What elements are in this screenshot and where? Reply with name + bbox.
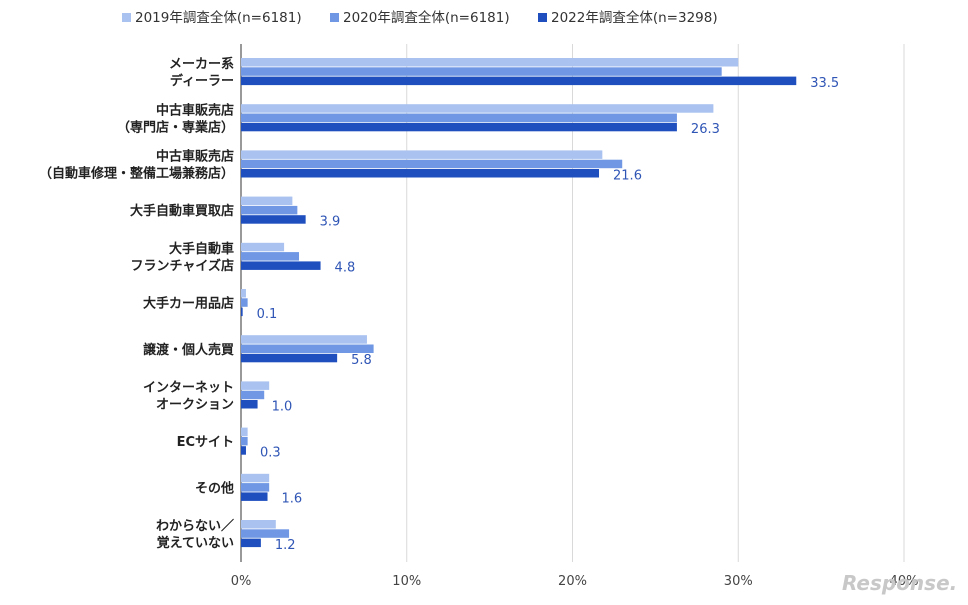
bar-2 xyxy=(241,205,298,215)
category-label: 中古車販売店 xyxy=(156,102,234,118)
bar-1 xyxy=(241,104,714,113)
category-label: フランチャイズ店 xyxy=(131,258,234,274)
legend: 2019年調査全体(n=6181) 2020年調査全体(n=6181) 2022年調… xyxy=(122,9,718,26)
bar-1 xyxy=(241,473,270,483)
legend-label-3: 2022年調査全体(n=3298) xyxy=(551,9,718,26)
bar-3 xyxy=(241,353,338,363)
bar-2 xyxy=(241,252,300,261)
watermark-logo: Response. xyxy=(842,571,957,595)
bar-2 xyxy=(241,390,265,400)
bar-1 xyxy=(241,381,270,390)
category-label: ディーラー xyxy=(170,73,234,89)
data-label: 0.3 xyxy=(260,445,281,460)
bar-2 xyxy=(241,67,722,76)
bar-1 xyxy=(241,150,603,159)
category-label: オークション xyxy=(156,397,234,412)
bar-3 xyxy=(241,307,243,317)
bar-3 xyxy=(241,76,797,86)
data-label: 1.6 xyxy=(282,492,303,507)
category-label: 大手カー用品店 xyxy=(143,296,234,312)
bars: 33.5 26.3 21.6 3.9 4.8 0.1 5.8 1.0 0.3 1.6 1.2 xyxy=(241,58,839,553)
bar-1 xyxy=(241,335,367,344)
data-label: 21.6 xyxy=(613,168,642,183)
bar-2 xyxy=(241,298,248,307)
bar-3 xyxy=(241,538,261,548)
data-label: 26.3 xyxy=(691,122,720,137)
x-tick-label: 40% xyxy=(890,574,919,589)
category-label: 大手自動車 xyxy=(169,241,234,257)
bar-3 xyxy=(241,446,246,455)
legend-swatch-1 xyxy=(122,13,131,22)
bar-3 xyxy=(241,215,306,224)
bar-3 xyxy=(241,169,600,178)
bar-1 xyxy=(241,427,248,437)
category-label: インターネット xyxy=(143,380,234,395)
data-label: 1.2 xyxy=(275,538,296,553)
category-label: その他 xyxy=(195,480,234,496)
x-tick-label: 10% xyxy=(392,574,421,589)
bar-3 xyxy=(241,400,258,409)
data-label: 0.1 xyxy=(257,307,278,322)
category-label: 譲渡・個人売買 xyxy=(143,342,234,358)
category-label: （専門店・専業店） xyxy=(117,119,234,135)
category-label: 大手自動車買取店 xyxy=(130,203,234,219)
data-label: 1.0 xyxy=(272,399,293,414)
bar-2 xyxy=(241,529,290,538)
legend-label-2: 2020年調査全体(n=6181) xyxy=(343,9,510,26)
category-label: ECサイト xyxy=(177,435,234,450)
category-label: メーカー系 xyxy=(169,56,234,72)
legend-label-1: 2019年調査全体(n=6181) xyxy=(135,9,302,26)
bar-2 xyxy=(241,436,248,446)
legend-swatch-2 xyxy=(330,13,339,22)
x-axis-ticks: 0% 10% 20% 30% 40% xyxy=(231,574,919,589)
bar-2 xyxy=(241,159,623,169)
bar-1 xyxy=(241,520,276,529)
category-label: 中古車販売店 xyxy=(156,148,234,164)
category-label: （自動車修理・整備工場兼務店） xyxy=(39,165,234,181)
bar-3 xyxy=(241,261,321,270)
data-label: 4.8 xyxy=(335,261,356,276)
x-tick-label: 20% xyxy=(558,574,587,589)
category-label: わからない／ xyxy=(156,518,234,534)
bar-2 xyxy=(241,483,270,492)
category-label: 覚えていない xyxy=(156,535,234,551)
category-labels: メーカー系ディーラー中古車販売店（専門店・専業店）中古車販売店（自動車修理・整備… xyxy=(39,56,234,551)
bar-3 xyxy=(241,122,677,132)
bar-1 xyxy=(241,196,293,206)
x-tick-label: 30% xyxy=(724,574,753,589)
bar-1 xyxy=(241,242,285,252)
bar-1 xyxy=(241,289,246,298)
data-label: 33.5 xyxy=(810,76,839,91)
data-label: 3.9 xyxy=(320,214,341,229)
bar-1 xyxy=(241,58,739,67)
x-tick-label: 0% xyxy=(231,574,252,589)
data-label: 5.8 xyxy=(351,353,372,368)
bar-3 xyxy=(241,492,268,501)
bar-2 xyxy=(241,113,677,122)
legend-swatch-3 xyxy=(538,13,547,22)
bar-2 xyxy=(241,344,374,353)
